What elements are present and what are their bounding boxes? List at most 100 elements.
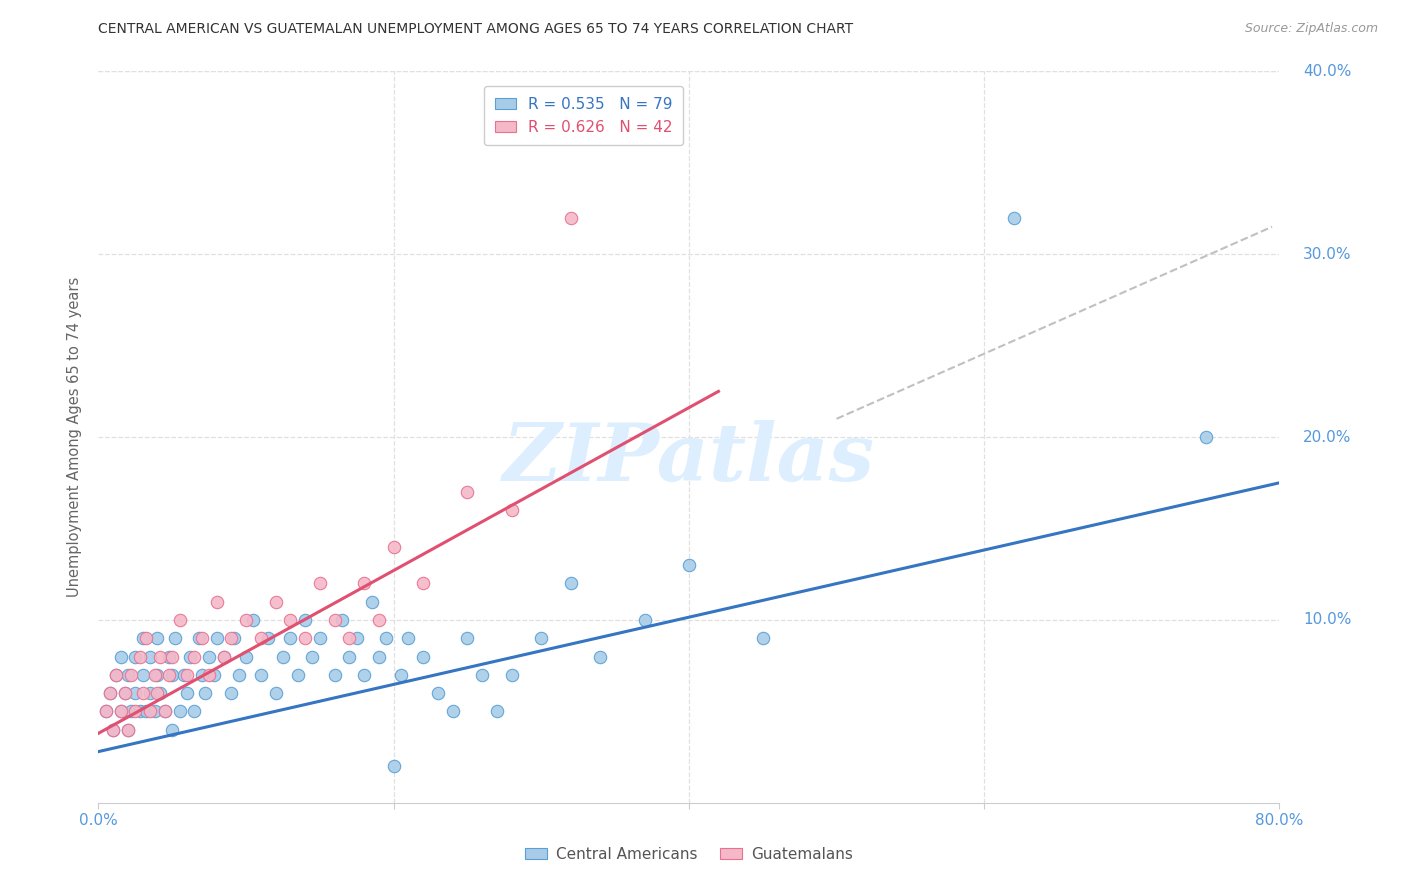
Point [173, 667, 195, 681]
Point [456, 485, 478, 500]
Point [114, 686, 136, 700]
Point [228, 667, 250, 681]
Point [346, 632, 368, 646]
Point [382, 540, 405, 554]
Point [427, 686, 450, 700]
Point [441, 705, 464, 719]
Point [264, 686, 287, 700]
Point [176, 667, 198, 681]
Point [1195, 430, 1218, 444]
Text: 40.0%: 40.0% [1303, 64, 1351, 78]
Text: CENTRAL AMERICAN VS GUATEMALAN UNEMPLOYMENT AMONG AGES 65 TO 74 YEARS CORRELATIO: CENTRAL AMERICAN VS GUATEMALAN UNEMPLOYM… [98, 22, 853, 37]
Point [396, 632, 419, 646]
Point [103, 723, 125, 737]
Point [323, 667, 346, 681]
Point [179, 649, 201, 664]
Point [278, 613, 302, 627]
Point [117, 723, 139, 737]
Point [135, 705, 157, 719]
Point [124, 686, 146, 700]
Point [353, 667, 375, 681]
Point [128, 649, 150, 664]
Text: Source: ZipAtlas.com: Source: ZipAtlas.com [1244, 22, 1378, 36]
Point [412, 649, 434, 664]
Point [162, 667, 183, 681]
Point [162, 723, 183, 737]
Point [235, 613, 257, 627]
Point [94, 705, 117, 719]
Point [368, 613, 391, 627]
Text: 10.0%: 10.0% [1303, 613, 1351, 627]
Point [456, 632, 478, 646]
Point [176, 686, 198, 700]
Point [146, 667, 169, 681]
Point [110, 705, 132, 719]
Point [120, 667, 142, 681]
Point [149, 686, 172, 700]
Point [235, 649, 257, 664]
Point [94, 705, 117, 719]
Point [330, 613, 353, 627]
Text: ZIPatlas: ZIPatlas [503, 420, 875, 498]
Point [212, 649, 235, 664]
Point [98, 686, 121, 700]
Y-axis label: Unemployment Among Ages 65 to 74 years: Unemployment Among Ages 65 to 74 years [67, 277, 83, 598]
Point [153, 705, 176, 719]
Point [323, 613, 346, 627]
Point [146, 632, 169, 646]
Point [309, 632, 332, 646]
Point [117, 723, 139, 737]
Point [132, 667, 155, 681]
Point [242, 613, 264, 627]
Point [157, 649, 180, 664]
Point [224, 632, 246, 646]
Point [337, 649, 360, 664]
Text: 30.0%: 30.0% [1303, 247, 1351, 261]
Point [205, 594, 228, 608]
Point [360, 594, 382, 608]
Point [264, 594, 287, 608]
Point [501, 667, 523, 681]
Point [132, 686, 155, 700]
Point [530, 632, 553, 646]
Point [412, 576, 434, 591]
Point [375, 632, 398, 646]
Point [257, 632, 280, 646]
Point [105, 667, 128, 681]
Point [205, 632, 228, 646]
Point [143, 705, 166, 719]
Point [250, 667, 273, 681]
Point [589, 649, 612, 664]
Point [103, 723, 125, 737]
Point [501, 503, 523, 517]
Point [198, 667, 221, 681]
Point [149, 649, 172, 664]
Point [560, 211, 582, 225]
Point [191, 667, 214, 681]
Point [187, 632, 209, 646]
Point [117, 667, 139, 681]
Point [98, 686, 121, 700]
Point [471, 667, 494, 681]
Point [169, 613, 191, 627]
Point [633, 613, 655, 627]
Point [120, 705, 142, 719]
Point [183, 705, 205, 719]
Point [678, 558, 700, 573]
Point [139, 686, 162, 700]
Point [110, 649, 132, 664]
Point [337, 632, 360, 646]
Point [128, 705, 150, 719]
Point [146, 686, 169, 700]
Point [486, 705, 509, 719]
Point [124, 705, 146, 719]
Point [219, 686, 242, 700]
Point [198, 649, 221, 664]
Point [169, 705, 191, 719]
Point [294, 613, 316, 627]
Point [294, 632, 316, 646]
Point [202, 667, 225, 681]
Point [139, 705, 162, 719]
Point [368, 649, 391, 664]
Point [287, 667, 309, 681]
